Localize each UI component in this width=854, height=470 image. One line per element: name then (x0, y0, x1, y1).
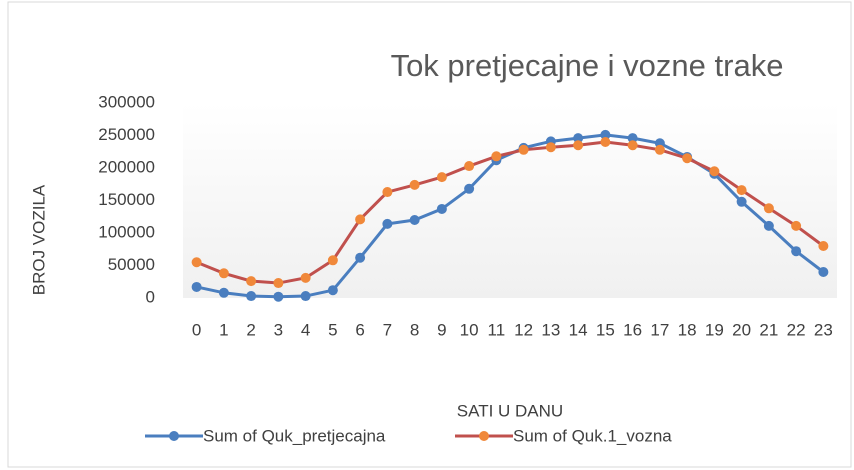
data-point (709, 166, 720, 177)
data-point (600, 137, 611, 147)
data-point (491, 151, 502, 162)
x-tick-label: 7 (383, 320, 392, 339)
x-tick-label: 4 (301, 320, 310, 339)
chart-title: Tok pretjecajne i vozne trake (391, 48, 784, 83)
data-point (763, 203, 774, 214)
data-point (736, 196, 747, 207)
data-point (327, 285, 338, 296)
y-tick-label: 200000 (98, 157, 155, 176)
x-tick-label: 19 (705, 320, 724, 339)
data-point (791, 220, 802, 231)
data-point (600, 129, 611, 140)
x-tick-label: 10 (460, 320, 479, 339)
data-point (246, 276, 257, 287)
x-tick-label: 2 (246, 320, 255, 339)
x-tick-label: 20 (732, 320, 751, 339)
data-point (682, 153, 693, 164)
data-point (273, 291, 284, 302)
data-point (436, 172, 447, 183)
data-point (518, 144, 529, 155)
x-axis-label: SATI U DANU (457, 401, 563, 420)
x-tick-label: 21 (759, 320, 778, 339)
data-point (218, 268, 229, 279)
data-point (246, 291, 257, 302)
x-tick-label: 8 (410, 320, 419, 339)
data-point (300, 291, 311, 302)
data-point (573, 140, 584, 151)
data-point (818, 267, 829, 277)
data-point (382, 187, 393, 198)
x-tick-label: 15 (596, 320, 615, 339)
y-axis-label: BROJ VOZILA (29, 184, 48, 295)
data-point (382, 218, 393, 229)
data-point (191, 281, 202, 292)
x-tick-label: 0 (192, 320, 201, 339)
x-tick-label: 18 (678, 320, 697, 339)
x-tick-label: 1 (219, 320, 228, 339)
data-point (818, 241, 829, 251)
data-point (763, 220, 774, 231)
x-tick-label: 17 (650, 320, 669, 339)
legend-marker (169, 431, 179, 441)
plot-area (183, 103, 837, 298)
data-point (736, 185, 747, 196)
legend-marker (479, 431, 489, 441)
x-tick-label: 5 (328, 320, 337, 339)
data-point (409, 179, 420, 190)
x-tick-label: 6 (355, 320, 364, 339)
data-point (191, 257, 202, 268)
x-tick-label: 14 (569, 320, 588, 339)
x-tick-label: 3 (274, 320, 283, 339)
data-point (300, 272, 311, 283)
x-tick-label: 11 (488, 320, 506, 339)
x-tick-label: 16 (623, 320, 642, 339)
x-tick-label: 23 (814, 320, 833, 339)
data-point (464, 161, 475, 172)
y-tick-label: 250000 (98, 125, 155, 144)
legend-label: Sum of Quk.1_vozna (513, 426, 672, 445)
y-tick-label: 150000 (98, 190, 155, 209)
x-tick-label: 22 (787, 320, 806, 339)
x-tick-label: 12 (514, 320, 533, 339)
x-tick-label: 9 (437, 320, 446, 339)
legend-label: Sum of Quk_pretjecajna (203, 426, 386, 445)
data-point (409, 215, 420, 225)
data-point (627, 133, 638, 144)
y-tick-label: 50000 (108, 255, 155, 274)
y-tick-label: 100000 (98, 222, 155, 241)
data-point (218, 287, 229, 298)
data-point (327, 255, 338, 266)
data-point (355, 252, 366, 263)
data-point (545, 142, 556, 153)
data-point (573, 133, 584, 144)
data-point (464, 183, 475, 194)
data-point (627, 140, 638, 151)
data-point (791, 246, 802, 257)
x-tick-label: 13 (541, 320, 560, 339)
data-point (654, 144, 665, 155)
data-point (273, 278, 284, 289)
data-point (436, 203, 447, 214)
y-tick-label: 0 (146, 287, 155, 306)
data-point (355, 214, 366, 225)
y-tick-label: 300000 (98, 92, 155, 111)
